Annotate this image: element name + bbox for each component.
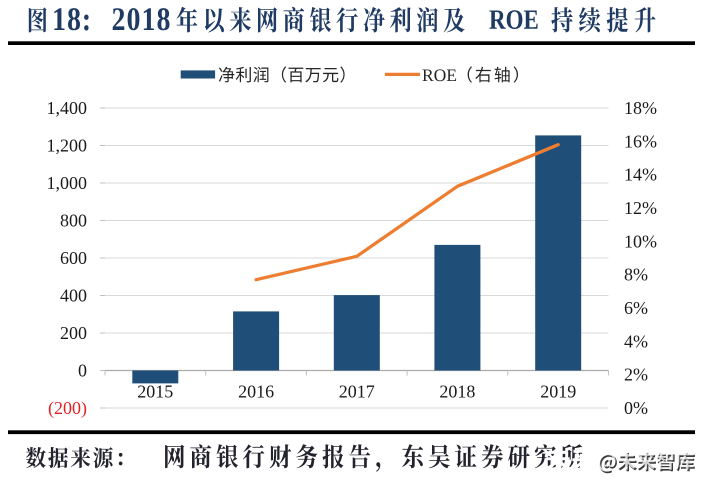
svg-text:200: 200 bbox=[60, 323, 87, 343]
svg-text:2%: 2% bbox=[624, 365, 648, 385]
svg-text:10%: 10% bbox=[624, 231, 657, 251]
svg-text:1,000: 1,000 bbox=[47, 173, 88, 193]
svg-text:600: 600 bbox=[60, 248, 87, 268]
svg-text:2017: 2017 bbox=[339, 382, 375, 402]
svg-text:16%: 16% bbox=[624, 131, 657, 151]
svg-text:8%: 8% bbox=[624, 265, 648, 285]
svg-text:(200): (200) bbox=[48, 398, 87, 419]
svg-text:18%: 18% bbox=[624, 98, 657, 118]
svg-text:1,400: 1,400 bbox=[47, 98, 88, 118]
svg-text:1,200: 1,200 bbox=[47, 136, 88, 156]
svg-text:0: 0 bbox=[78, 361, 87, 381]
svg-text:2019: 2019 bbox=[540, 382, 576, 402]
svg-text:2015: 2015 bbox=[137, 382, 173, 402]
svg-text:2016: 2016 bbox=[238, 382, 274, 402]
svg-text:6%: 6% bbox=[624, 298, 648, 318]
svg-text:800: 800 bbox=[60, 211, 87, 231]
svg-text:0%: 0% bbox=[624, 398, 648, 418]
svg-text:14%: 14% bbox=[624, 165, 657, 185]
svg-text:12%: 12% bbox=[624, 198, 657, 218]
svg-text:2018: 2018 bbox=[439, 382, 475, 402]
svg-text:400: 400 bbox=[60, 286, 87, 306]
svg-text:4%: 4% bbox=[624, 331, 648, 351]
